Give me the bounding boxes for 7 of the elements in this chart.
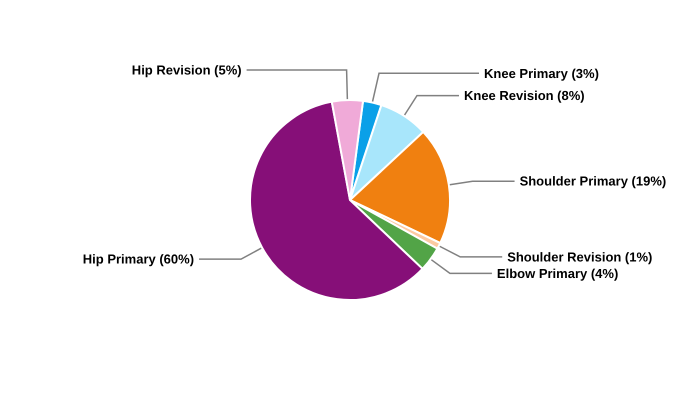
slice-label: Knee Revision (8%) xyxy=(464,88,585,104)
slice-label: Shoulder Revision (1%) xyxy=(507,249,652,264)
slice-label: Hip Revision (5%) xyxy=(132,62,242,78)
slice-label: Shoulder Primary (19%) xyxy=(520,174,666,189)
slice-label: Hip Primary (60%) xyxy=(82,252,194,267)
slice-label: Elbow Primary (4%) xyxy=(496,266,618,281)
slice-label: Knee Primary (3%) xyxy=(484,66,599,81)
